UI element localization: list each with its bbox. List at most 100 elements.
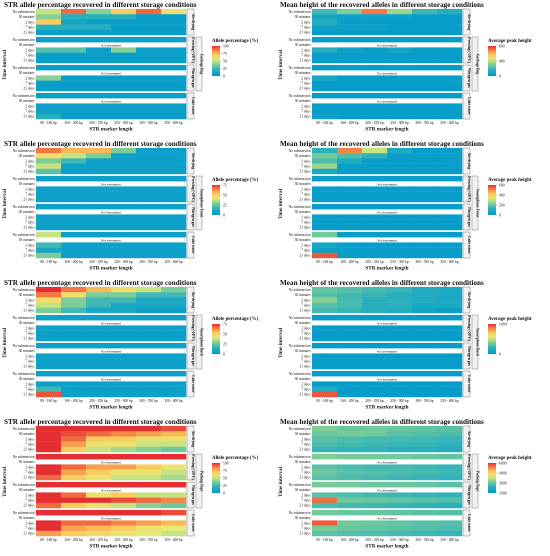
heatmap-cell (312, 530, 338, 537)
heatmap-cell (111, 454, 137, 460)
heatmap-cell (161, 353, 187, 359)
row-label: 21 days (299, 59, 311, 63)
heatmap-cell (161, 436, 187, 442)
row-label: 21 days (23, 365, 35, 369)
heatmap-cell (111, 307, 137, 314)
heatmap-cell (312, 37, 338, 43)
x-tick-label: 80 - 160 bp (40, 260, 57, 264)
row-label: 2 days (301, 76, 311, 80)
heatmap-cell (437, 371, 463, 377)
y-axis-label: Time interval (278, 466, 284, 497)
heatmap-cell (61, 381, 87, 387)
heatmap-cell (161, 297, 187, 303)
row-label: 2 days (25, 465, 35, 469)
row-label: 2 days (25, 493, 35, 497)
heatmap-cell (161, 37, 187, 43)
heatmap-cell (161, 80, 187, 86)
heatmap-cell (61, 224, 87, 231)
heatmap-cell (86, 168, 112, 175)
heatmap-cell (312, 148, 338, 154)
heatmap-cell (136, 148, 162, 154)
heatmap-cell (437, 426, 463, 432)
heatmap-cell (362, 292, 388, 298)
heatmap-cell (387, 287, 413, 293)
heatmap-cell (362, 302, 388, 308)
heatmap-cell (36, 343, 62, 349)
row-label: 21 days (23, 31, 35, 35)
heatmap-cell (312, 441, 338, 447)
heatmap-cell (36, 148, 62, 154)
heatmap-cell (161, 358, 187, 364)
heatmap-cell (387, 148, 413, 154)
heatmap-cell (61, 247, 87, 253)
heatmap-cell (36, 65, 62, 71)
item-strip (471, 453, 479, 509)
row-label: 2 days (25, 382, 35, 386)
heatmap-cell (36, 52, 62, 58)
heatmap-cell (437, 186, 463, 192)
heatmap-cell (412, 219, 438, 225)
heatmap-cell (387, 204, 413, 210)
row-label: No submersion (289, 149, 311, 153)
heatmap-cell (337, 219, 363, 225)
heatmap-cell (61, 330, 87, 336)
row-label: 2 days (25, 243, 35, 247)
x-tick-label: 200 - 250 bp (89, 121, 107, 125)
not-determined-label: Not determined (101, 238, 121, 242)
heatmap-cell (387, 153, 413, 159)
heatmap-cell (437, 335, 463, 342)
heatmap-cell (136, 446, 162, 453)
heatmap-cell (61, 469, 87, 475)
heatmap-cell (337, 47, 363, 53)
heatmap-cell (312, 464, 338, 470)
heatmap-cell (111, 474, 137, 481)
heatmap-cell (437, 219, 463, 225)
row-label: 7 days (25, 471, 35, 475)
heatmap-cell (312, 219, 338, 225)
heatmap-cell (61, 196, 87, 203)
row-label: 21 days (299, 198, 311, 202)
heatmap-cell (36, 431, 62, 437)
heatmap-cell (437, 510, 463, 516)
heatmap-cell (86, 492, 112, 498)
heatmap-cell (387, 29, 413, 36)
x-tick-label: 80 - 160 bp (40, 399, 57, 403)
heatmap-cell (36, 287, 62, 293)
heatmap-cell (362, 464, 388, 470)
heatmap-cell (362, 191, 388, 197)
item-strip (195, 36, 203, 92)
chart-title: Mean height of the recovered alleles in … (280, 1, 484, 9)
condition-strip-label: Nitrogen gas (191, 68, 195, 88)
heatmap-cell (136, 65, 162, 71)
heatmap-cell (61, 168, 87, 175)
heatmap-cell (337, 492, 363, 498)
heatmap-cell (86, 57, 112, 64)
heatmap-cell (437, 24, 463, 30)
row-label: 7 days (301, 443, 311, 447)
heatmap-cell (86, 454, 112, 460)
heatmap-cell (136, 502, 162, 509)
heatmap-cell (312, 47, 338, 53)
heatmap-cell (136, 186, 162, 192)
legend-tick-label: 75 (223, 52, 227, 56)
heatmap-cell (337, 158, 363, 164)
heatmap-cell (312, 29, 338, 36)
heatmap-cell (61, 24, 87, 30)
heatmap-cell (136, 391, 162, 398)
heatmap-cell (61, 108, 87, 114)
row-label: 21 days (23, 226, 35, 230)
heatmap-cell (111, 9, 137, 15)
heatmap-cell (61, 431, 87, 437)
heatmap-cell (86, 525, 112, 531)
heatmap-cell (136, 358, 162, 364)
heatmap-cell (86, 510, 112, 516)
heatmap-cell (437, 363, 463, 370)
heatmap-cell (312, 492, 338, 498)
heatmap-cell (337, 287, 363, 293)
legend-colorbar (212, 46, 220, 76)
heatmap-cell (387, 343, 413, 349)
